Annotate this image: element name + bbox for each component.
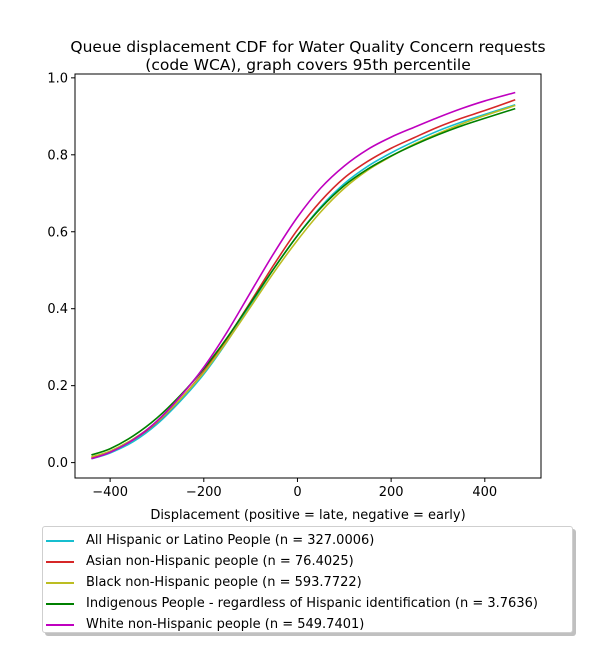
legend-entry: Black non-Hispanic people (n = 593.7722) [43,572,572,593]
y-tick-label: 0.0 [47,456,68,471]
x-axis-label: Displacement (positive = late, negative … [150,508,465,523]
series-line-3 [91,104,516,458]
legend-entry: White non-Hispanic people (n = 549.7401) [43,614,572,635]
series-lines [91,91,516,460]
y-tick-label: 0.2 [47,379,68,394]
y-tick-label: 0.8 [47,148,68,163]
y-tick-label: 1.0 [47,71,68,86]
series-line-1 [91,104,516,460]
x-tick-label: 400 [472,485,497,500]
legend-swatch [46,581,74,584]
legend-swatch [46,539,74,542]
legend-swatch [46,602,74,605]
legend-swatch [46,560,74,563]
legend-label: Asian non-Hispanic people (n = 76.4025) [86,554,354,569]
legend-label: Indigenous People - regardless of Hispan… [86,596,538,611]
axis-ticks: −400 −200 0 200 400 0.0 0.2 0.4 0.6 0.8 1.0 [47,71,497,500]
x-tick-label: −200 [186,485,222,500]
legend-swatch [46,623,74,626]
legend-label: Black non-Hispanic people (n = 593.7722) [86,575,362,590]
legend-entry: Asian non-Hispanic people (n = 76.4025) [43,551,572,572]
legend-label: All Hispanic or Latino People (n = 327.0… [86,533,375,548]
chart-title-line1: Queue displacement CDF for Water Quality… [70,38,545,56]
series-line-5 [91,91,516,460]
series-line-4 [91,107,516,456]
series-line-2 [91,99,516,459]
y-tick-label: 0.4 [47,302,68,317]
plot-area-frame [74,73,542,479]
legend-entry: Indigenous People - regardless of Hispan… [43,593,572,614]
y-tick-label: 0.6 [47,225,68,240]
x-tick-label: 0 [293,485,301,500]
chart-title-line2: (code WCA), graph covers 95th percentile [145,56,470,74]
x-tick-label: −400 [92,485,128,500]
legend-label: White non-Hispanic people (n = 549.7401) [86,617,365,632]
chart-legend: All Hispanic or Latino People (n = 327.0… [42,526,573,633]
legend-entry: All Hispanic or Latino People (n = 327.0… [43,530,572,551]
x-tick-label: 200 [379,485,404,500]
